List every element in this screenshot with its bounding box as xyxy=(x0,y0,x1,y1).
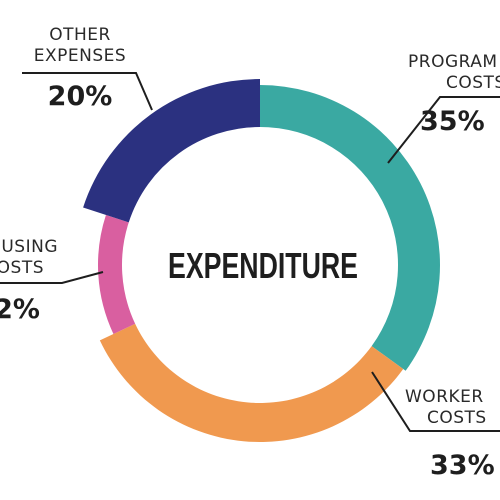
donut-segment xyxy=(83,79,260,223)
leader-line xyxy=(371,371,500,432)
donut-segment xyxy=(99,323,404,442)
leader-line xyxy=(0,271,104,284)
leader-line xyxy=(22,72,153,111)
center-label: EXPENDITURE xyxy=(168,245,358,286)
category-label: EXPENSES xyxy=(34,46,126,66)
category-label: OTHER xyxy=(49,25,111,45)
category-label: COSTS xyxy=(427,408,487,428)
value-label: 33% xyxy=(430,450,495,481)
category-label: HOUSING xyxy=(0,237,58,257)
leader-line xyxy=(387,96,500,164)
donut-segment xyxy=(97,214,136,334)
value-label: 35% xyxy=(420,106,485,137)
category-label: COSTS xyxy=(446,73,500,93)
value-label: 12% xyxy=(0,294,40,325)
value-label: 20% xyxy=(48,81,113,112)
category-label: PROGRAM xyxy=(408,52,498,72)
donut-segment xyxy=(260,85,440,371)
category-label: WORKER xyxy=(405,387,484,407)
category-label: COSTS xyxy=(0,258,44,278)
